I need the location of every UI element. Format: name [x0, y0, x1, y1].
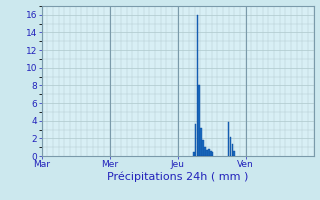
Bar	[232, 144, 233, 156]
Bar	[230, 137, 231, 156]
Bar	[195, 124, 196, 156]
Bar	[206, 150, 208, 156]
X-axis label: Précipitations 24h ( mm ): Précipitations 24h ( mm )	[107, 172, 248, 182]
Bar	[212, 152, 213, 156]
Bar	[202, 140, 204, 156]
Bar	[228, 122, 229, 156]
Bar	[200, 128, 202, 156]
Bar	[208, 149, 210, 156]
Bar	[210, 151, 212, 156]
Bar	[196, 15, 198, 156]
Bar	[198, 85, 200, 156]
Bar	[233, 151, 235, 156]
Bar	[193, 152, 195, 156]
Bar	[204, 147, 206, 156]
